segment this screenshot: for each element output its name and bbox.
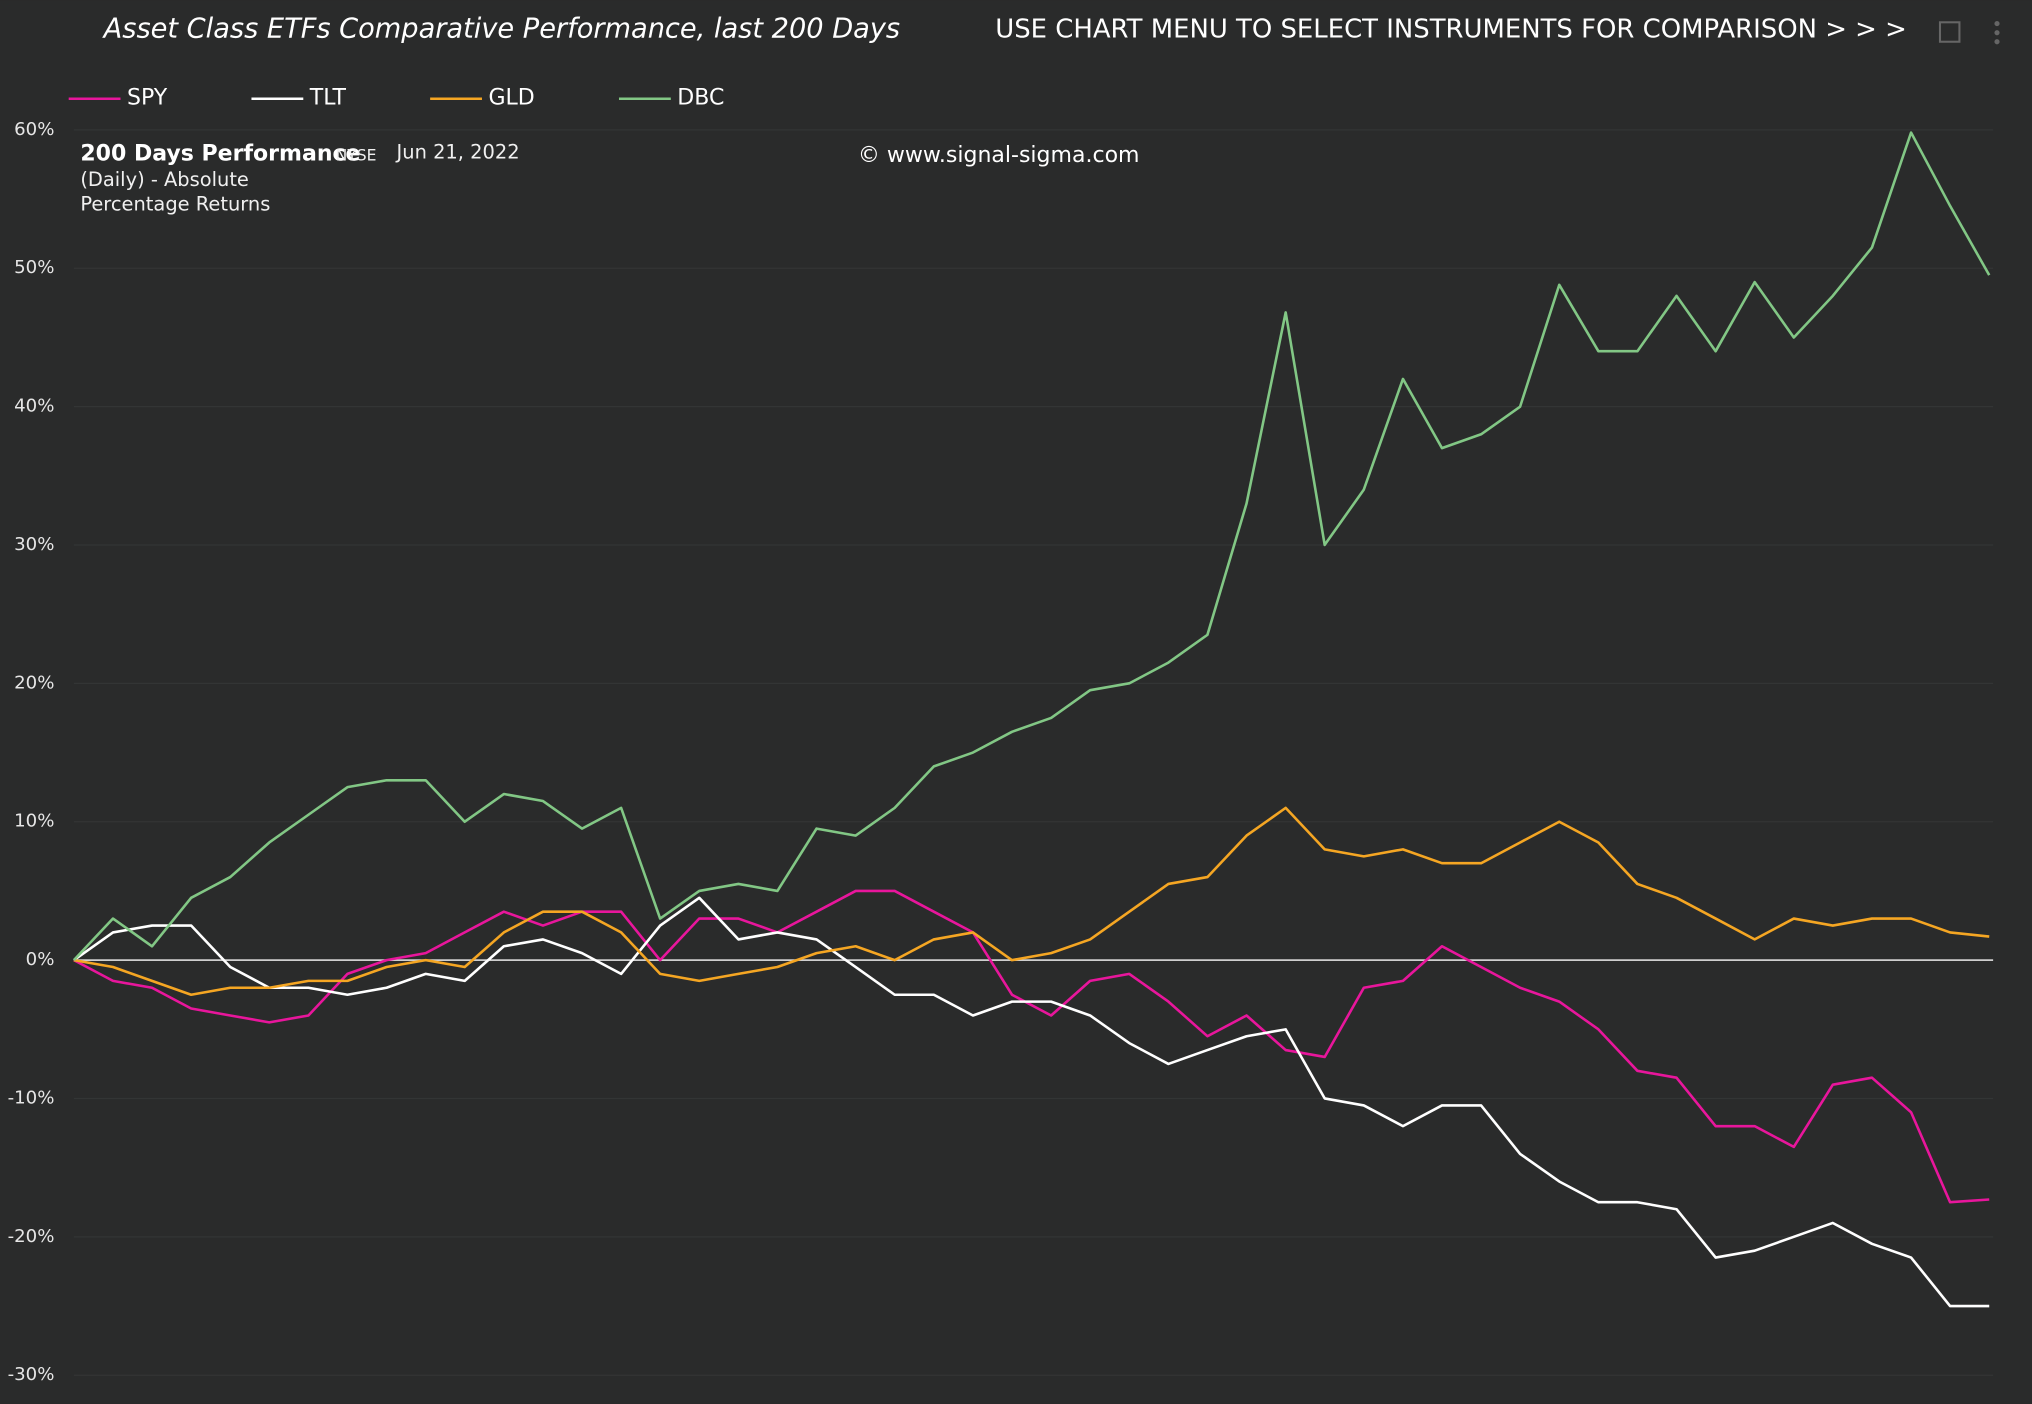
y-tick-label: 0% (26, 949, 55, 970)
legend-label: GLD (488, 86, 534, 111)
panel-subtitle: Percentage Returns (80, 193, 270, 216)
panel-subtitle: (Daily) - Absolute (80, 168, 249, 191)
menu-dot[interactable] (1994, 30, 2000, 36)
y-tick-label: 50% (14, 257, 54, 278)
y-tick-label: 40% (14, 396, 54, 417)
y-tick-label: 30% (14, 534, 54, 555)
series-line (73, 896, 1990, 1308)
y-tick-label: -10% (8, 1087, 55, 1108)
y-tick-label: -20% (8, 1226, 55, 1247)
y-tick-label: 10% (14, 811, 54, 832)
y-tick-label: 20% (14, 672, 54, 693)
panel-title: 200 Days Performance (80, 141, 360, 166)
menu-dot[interactable] (1994, 39, 2000, 45)
menu-note: USE CHART MENU TO SELECT INSTRUMENTS FOR… (995, 15, 1907, 45)
y-tick-label: -30% (8, 1364, 55, 1385)
legend-label: TLT (309, 86, 347, 111)
watermark: © www.signal-sigma.com (858, 143, 1140, 168)
legend-label: DBC (677, 86, 724, 111)
chart-title: Asset Class ETFs Comparative Performance… (102, 14, 900, 45)
exchange: NYSE (336, 146, 377, 164)
y-tick-label: 60% (14, 119, 54, 140)
menu-dot[interactable] (1994, 20, 2000, 27)
date: Jun 21, 2022 (396, 141, 520, 164)
series-line (73, 889, 1990, 1204)
legend-label: SPY (127, 86, 168, 111)
series-line (73, 806, 1990, 997)
toolbar-icons[interactable] (1938, 20, 2000, 45)
chart-icon[interactable] (1938, 21, 1961, 43)
series-line (72, 131, 1991, 962)
